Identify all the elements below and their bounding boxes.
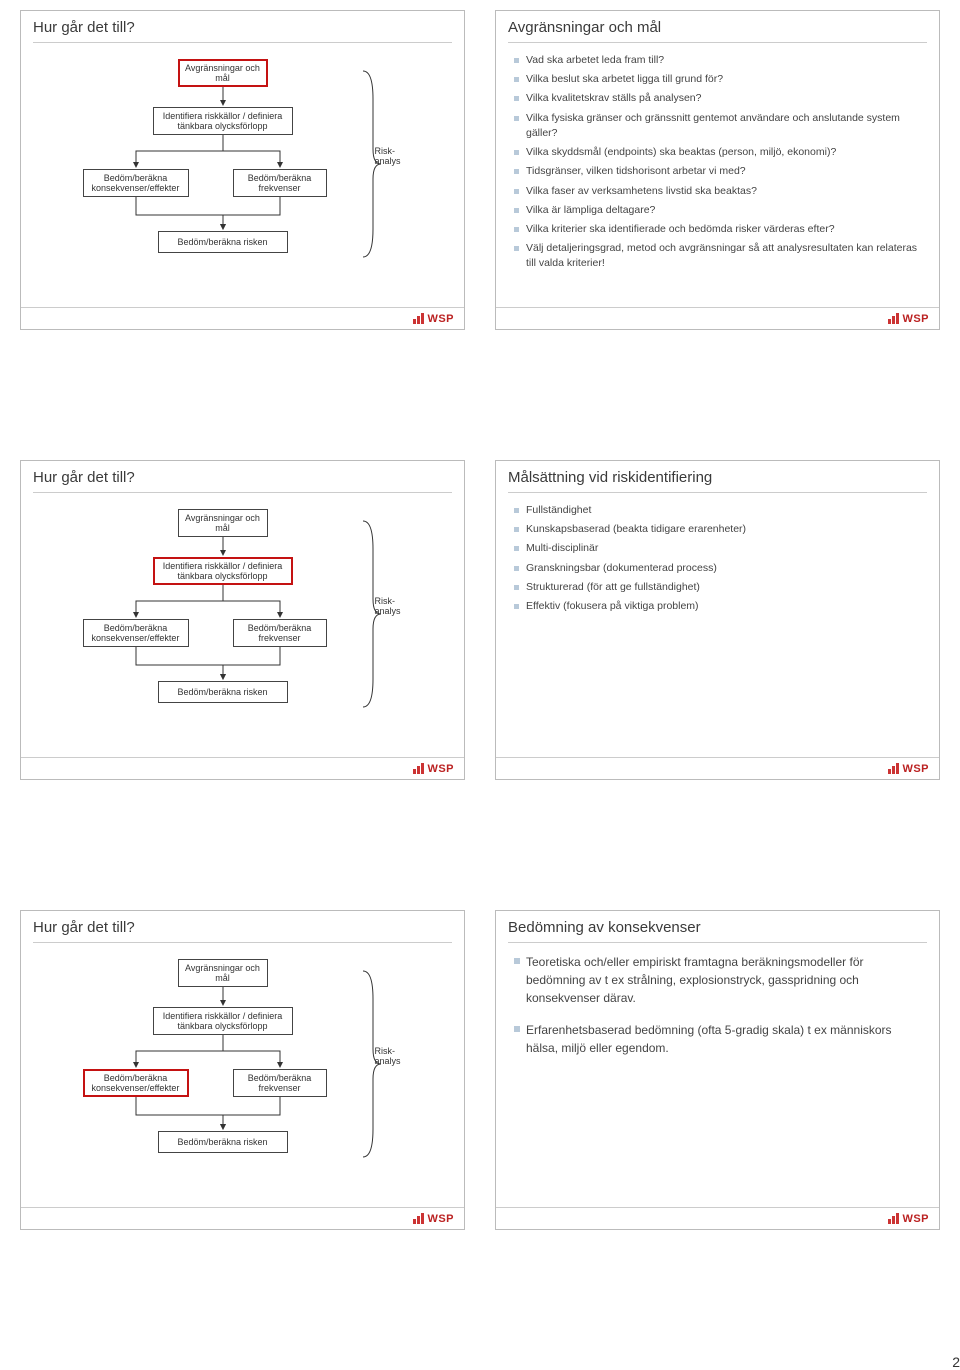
bullet-list: Fullständighet Kunskapsbaserad (beakta ti… <box>508 503 927 614</box>
slide-footer: WSP <box>496 757 939 779</box>
bracket-label: Risk-analys <box>375 597 409 617</box>
slide-footer: WSP <box>496 1207 939 1229</box>
bullet-item: Fullständighet <box>514 503 923 518</box>
flow-node-n4: Bedöm/beräkna frekvenser <box>233 1069 327 1097</box>
wsp-logo: WSP <box>888 1213 929 1225</box>
slide-title: Bedömning av konsekvenser <box>496 911 939 940</box>
slide-footer: WSP <box>21 1207 464 1229</box>
bullet-item: Vilka är lämpliga deltagare? <box>514 203 923 218</box>
wsp-logo: WSP <box>413 1213 454 1225</box>
flow-node-n3: Bedöm/beräkna konsekvenser/effekter <box>83 1069 189 1097</box>
slide-body: Avgränsningar och mål Identifiera riskkäl… <box>21 43 464 307</box>
slide-body: Teoretiska och/eller empiriskt framtagna… <box>496 943 939 1207</box>
logo-text: WSP <box>427 1213 454 1225</box>
bullet-item: Vilka kvalitetskrav ställs på analysen? <box>514 91 923 106</box>
flow-node-n2: Identifiera riskkällor / definiera tänkb… <box>153 107 293 135</box>
slide-4: Målsättning vid riskidentifiering Fullstä… <box>495 460 940 780</box>
bullet-item: Vad ska arbetet leda fram till? <box>514 53 923 68</box>
bullet-item: Vilka fysiska gränser och gränssnitt gen… <box>514 111 923 141</box>
logo-text: WSP <box>902 313 929 325</box>
wsp-logo: WSP <box>888 763 929 775</box>
slide-2: Avgränsningar och mål Vad ska arbetet led… <box>495 10 940 330</box>
bullet-item: Effektiv (fokusera på viktiga problem) <box>514 599 923 614</box>
flowchart: Avgränsningar och mål Identifiera riskkäl… <box>83 509 403 739</box>
flow-node-n3: Bedöm/beräkna konsekvenser/effekter <box>83 169 189 197</box>
slide-6: Bedömning av konsekvenser Teoretiska och/… <box>495 910 940 1230</box>
bullet-item: Strukturerad (för att ge fullständighet) <box>514 580 923 595</box>
slide-title: Hur går det till? <box>21 911 464 940</box>
slide-title: Målsättning vid riskidentifiering <box>496 461 939 490</box>
flow-node-n1: Avgränsningar och mål <box>178 59 268 87</box>
logo-bars-icon <box>413 763 424 774</box>
slide-1: Hur går det till? Avgränsningar och mål Id… <box>20 10 465 330</box>
logo-bars-icon <box>888 763 899 774</box>
flow-node-n2: Identifiera riskkällor / definiera tänkb… <box>153 1007 293 1035</box>
bullet-item: Vilka skyddsmål (endpoints) ska beaktas … <box>514 145 923 160</box>
bullet-item: Välj detaljeringsgrad, metod och avgräns… <box>514 241 923 271</box>
flow-node-n1: Avgränsningar och mål <box>178 959 268 987</box>
slide-body: Vad ska arbetet leda fram till? Vilka bes… <box>496 43 939 307</box>
slide-title: Hur går det till? <box>21 11 464 40</box>
page-number: 2 <box>952 1354 960 1370</box>
slide-body: Fullständighet Kunskapsbaserad (beakta ti… <box>496 493 939 757</box>
logo-text: WSP <box>902 1213 929 1225</box>
flowchart: Avgränsningar och mål Identifiera riskkäl… <box>83 959 403 1189</box>
bullet-list: Teoretiska och/eller empiriskt framtagna… <box>508 953 927 1057</box>
slide-title: Avgränsningar och mål <box>496 11 939 40</box>
slide-footer: WSP <box>496 307 939 329</box>
flow-node-n4: Bedöm/beräkna frekvenser <box>233 619 327 647</box>
bracket-label: Risk-analys <box>375 147 409 167</box>
flow-node-n2: Identifiera riskkällor / definiera tänkb… <box>153 557 293 585</box>
bullet-item: Vilka beslut ska arbetet ligga till grun… <box>514 72 923 87</box>
flow-node-n3: Bedöm/beräkna konsekvenser/effekter <box>83 619 189 647</box>
bracket-label: Risk-analys <box>375 1047 409 1067</box>
bullet-item: Teoretiska och/eller empiriskt framtagna… <box>514 953 923 1007</box>
flow-node-n4: Bedöm/beräkna frekvenser <box>233 169 327 197</box>
bullet-item: Erfarenhetsbaserad bedömning (ofta 5-gra… <box>514 1021 923 1057</box>
bullet-item: Multi-disciplinär <box>514 541 923 556</box>
logo-bars-icon <box>413 313 424 324</box>
logo-text: WSP <box>427 763 454 775</box>
logo-text: WSP <box>902 763 929 775</box>
slide-5: Hur går det till? Avgränsningar och mål Id… <box>20 910 465 1230</box>
slide-footer: WSP <box>21 757 464 779</box>
flow-node-n5: Bedöm/beräkna risken <box>158 1131 288 1153</box>
slide-footer: WSP <box>21 307 464 329</box>
wsp-logo: WSP <box>888 313 929 325</box>
logo-bars-icon <box>413 1213 424 1224</box>
bullet-item: Granskningsbar (dokumenterad process) <box>514 561 923 576</box>
bullet-item: Tidsgränser, vilken tidshorisont arbetar… <box>514 164 923 179</box>
wsp-logo: WSP <box>413 313 454 325</box>
slide-body: Avgränsningar och mål Identifiera riskkäl… <box>21 493 464 757</box>
bullet-item: Vilka faser av verksamhetens livstid ska… <box>514 184 923 199</box>
slide-body: Avgränsningar och mål Identifiera riskkäl… <box>21 943 464 1207</box>
flow-node-n5: Bedöm/beräkna risken <box>158 231 288 253</box>
flow-node-n5: Bedöm/beräkna risken <box>158 681 288 703</box>
wsp-logo: WSP <box>413 763 454 775</box>
flowchart: Avgränsningar och mål Identifiera riskkäl… <box>83 59 403 289</box>
bullet-list: Vad ska arbetet leda fram till? Vilka bes… <box>508 53 927 272</box>
bullet-item: Kunskapsbaserad (beakta tidigare erarenh… <box>514 522 923 537</box>
bullet-item: Vilka kriterier ska identifierade och be… <box>514 222 923 237</box>
slide-3: Hur går det till? Avgränsningar och mål Id… <box>20 460 465 780</box>
logo-text: WSP <box>427 313 454 325</box>
flow-node-n1: Avgränsningar och mål <box>178 509 268 537</box>
logo-bars-icon <box>888 1213 899 1224</box>
logo-bars-icon <box>888 313 899 324</box>
slide-title: Hur går det till? <box>21 461 464 490</box>
